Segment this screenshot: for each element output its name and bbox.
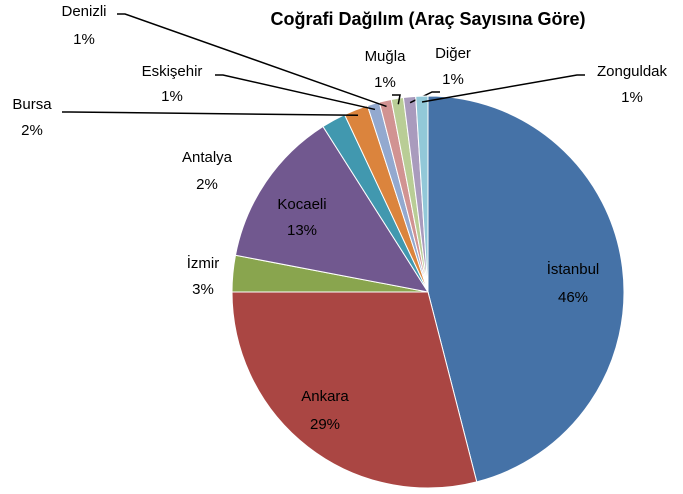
slice-label: Kocaeli — [277, 196, 326, 213]
leader-line — [392, 94, 401, 105]
slice-value-label: 2% — [196, 176, 218, 193]
slice-value-label: 13% — [287, 222, 317, 239]
pie-slice — [231, 291, 478, 489]
slice-value-label: 3% — [192, 281, 214, 298]
slice-value-label: 1% — [161, 88, 183, 105]
slice-label: Bursa — [12, 96, 52, 113]
slice-label: Ankara — [301, 388, 349, 405]
slice-label: İstanbul — [547, 260, 600, 278]
slice-value-label: 1% — [442, 71, 464, 88]
leader-line — [421, 74, 585, 103]
pie-slice — [427, 95, 625, 483]
slice-value-label: 46% — [558, 289, 588, 306]
slice-label: Antalya — [182, 149, 233, 166]
slice-label: İzmir — [187, 254, 220, 272]
leader-line — [117, 13, 387, 108]
slice-value-label: 2% — [21, 122, 43, 139]
pie-slice — [234, 125, 430, 293]
slice-value-label: 1% — [374, 74, 396, 91]
slice-label: Denizli — [61, 3, 106, 20]
slice-value-label: 1% — [621, 89, 643, 106]
chart-title: Coğrafi Dağılım (Araç Sayısına Göre) — [270, 9, 585, 29]
leader-line — [215, 74, 376, 111]
slice-label: Zonguldak — [597, 63, 668, 80]
slice-label: Diğer — [435, 45, 471, 62]
slice-value-label: 29% — [310, 416, 340, 433]
slice-label: Muğla — [365, 48, 407, 65]
pie-slice — [415, 95, 429, 293]
leader-line — [62, 111, 359, 116]
slice-label: Eskişehir — [142, 63, 203, 80]
slice-value-label: 1% — [73, 31, 95, 48]
